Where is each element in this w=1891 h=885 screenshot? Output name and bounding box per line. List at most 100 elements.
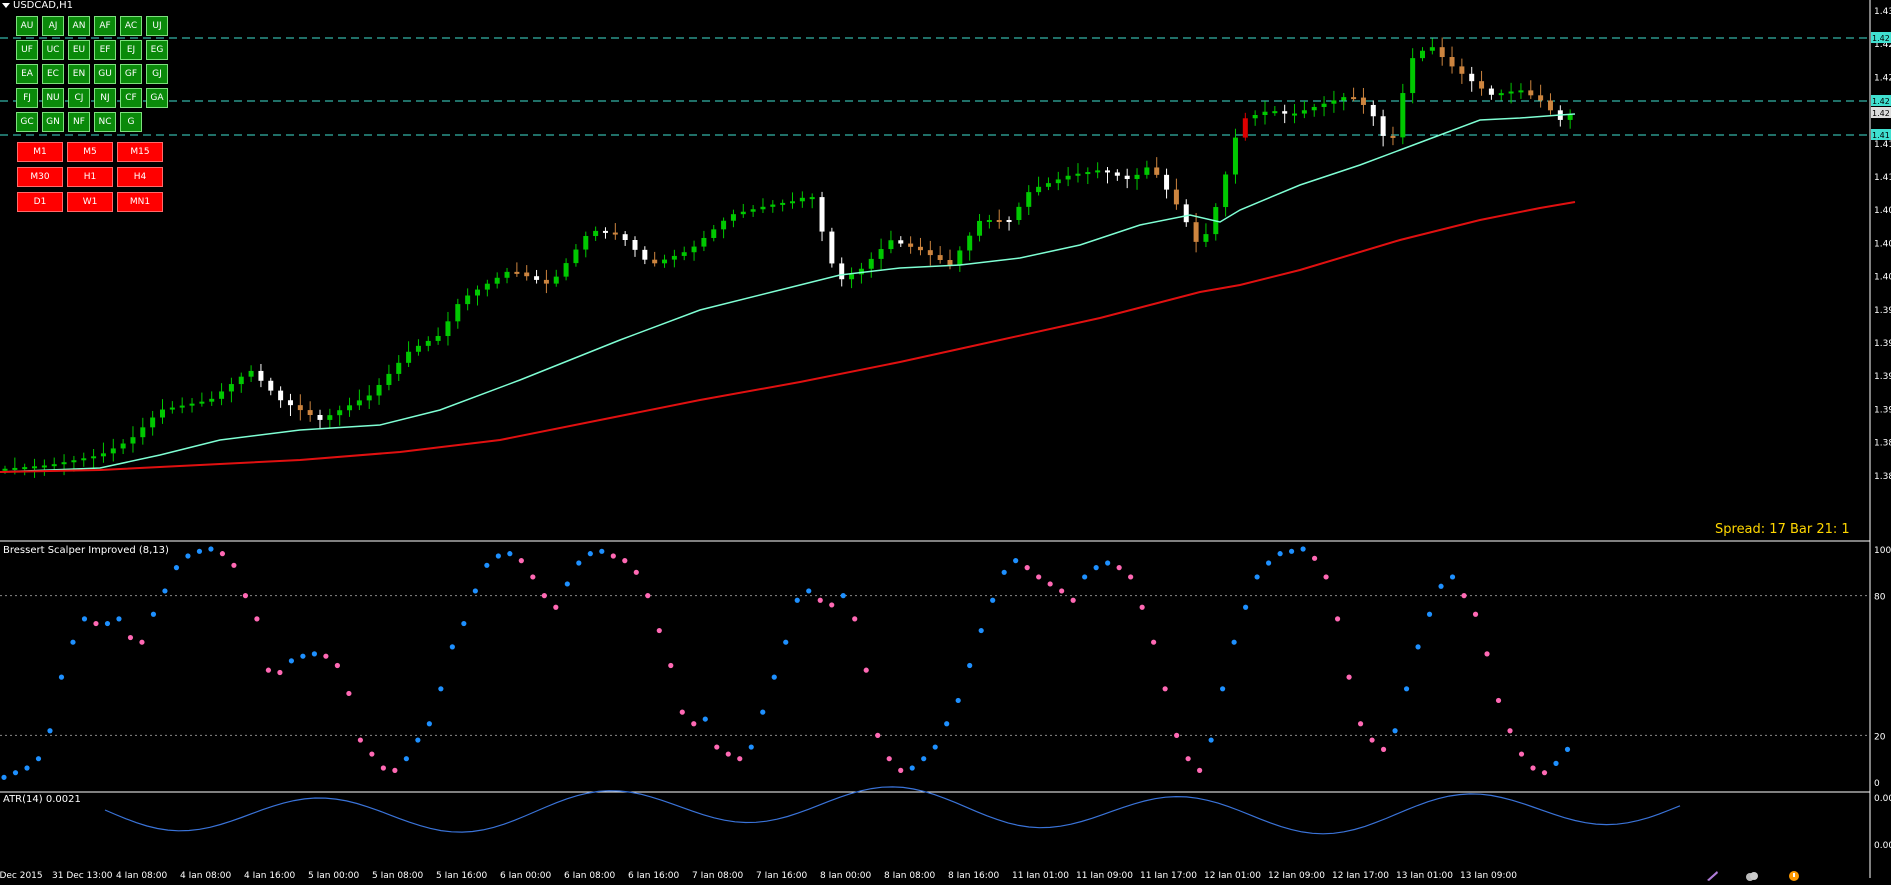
candle-body: [1016, 206, 1022, 220]
timeframe-button-h1[interactable]: H1: [67, 167, 113, 187]
symbol-button-en[interactable]: EN: [68, 64, 90, 84]
oscillator-dot: [541, 593, 547, 599]
time-axis-label: 4 Jan 08:00: [180, 871, 232, 878]
candle-body: [475, 289, 480, 296]
timeframe-button-h4[interactable]: H4: [117, 167, 163, 187]
oscillator-dot: [1507, 728, 1513, 734]
symbol-button-gc[interactable]: GC: [16, 112, 38, 132]
candle-body: [1449, 57, 1455, 67]
symbol-button-eu[interactable]: EU: [68, 40, 90, 60]
time-axis-label: 6 Jan 16:00: [628, 871, 680, 878]
oscillator-dot: [1013, 558, 1019, 564]
timeframe-button-m1[interactable]: M1: [17, 142, 63, 162]
symbol-button-uj[interactable]: UJ: [146, 16, 168, 36]
oscillator-axis-label: 20: [1874, 732, 1886, 742]
timeframe-button-mn1[interactable]: MN1: [117, 192, 163, 212]
symbol-button-aj[interactable]: AJ: [42, 16, 64, 36]
candle-body: [465, 295, 471, 305]
candle-body: [307, 410, 313, 415]
candle-body: [790, 201, 795, 204]
candle-body: [435, 336, 441, 341]
symbol-button-nf[interactable]: NF: [68, 112, 90, 132]
time-axis-label: 4 Jan 16:00: [244, 871, 296, 878]
oscillator-dot: [944, 721, 950, 727]
candle-body: [1292, 113, 1298, 116]
symbol-button-nj[interactable]: NJ: [94, 88, 116, 108]
symbol-button-au[interactable]: AU: [16, 16, 38, 36]
candle-body: [110, 448, 116, 454]
candle-body: [809, 197, 815, 200]
oscillator-dot: [1243, 604, 1249, 610]
oscillator-dot: [93, 620, 99, 627]
symbol-button-ga[interactable]: GA: [146, 88, 168, 108]
oscillator-dot: [576, 560, 582, 566]
oscillator-dot: [1300, 546, 1306, 552]
axis-labels-layer: 1.431.421.421.411.411.411.401.401.401.39…: [0, 7, 1891, 878]
time-axis-label: 5 Jan 00:00: [308, 871, 360, 878]
candle-body: [602, 230, 608, 233]
symbol-button-an[interactable]: AN: [68, 16, 90, 36]
pen-icon[interactable]: [1705, 866, 1719, 881]
symbol-button-eg[interactable]: EG: [146, 40, 168, 60]
symbol-button-gu[interactable]: GU: [94, 64, 116, 84]
oscillator-dot: [392, 767, 398, 773]
candle-body: [878, 249, 884, 259]
price-axis-label: 1.42: [1874, 40, 1891, 50]
oscillator-dot: [116, 616, 122, 622]
cloud-icon[interactable]: [1745, 866, 1759, 881]
symbol-button-gj[interactable]: GJ: [146, 64, 168, 84]
price-axis-label: 1.39: [1874, 339, 1891, 349]
oscillator-dot: [1093, 565, 1099, 571]
timeframe-button-m5[interactable]: M5: [67, 142, 113, 162]
oscillator-dot: [1059, 588, 1065, 594]
atr-layer: [104, 786, 1681, 835]
candle-body: [514, 271, 520, 274]
symbol-button-cj[interactable]: CJ: [68, 88, 90, 108]
candle-body: [1242, 118, 1248, 138]
symbol-button-fj[interactable]: FJ: [16, 88, 38, 108]
oscillator-dot: [1047, 581, 1053, 587]
oscillator-dot: [1484, 651, 1490, 657]
symbol-button-gf[interactable]: GF: [120, 64, 142, 84]
candle-body: [642, 249, 648, 260]
chart-title[interactable]: USDCAD,H1: [2, 0, 73, 11]
candle-body: [1429, 47, 1435, 51]
symbol-button-ef[interactable]: EF: [94, 40, 116, 60]
oscillator-dot: [1311, 555, 1318, 561]
candle-body: [347, 405, 353, 411]
symbol-button-ec[interactable]: EC: [42, 64, 64, 84]
symbol-button-g[interactable]: G: [120, 112, 142, 132]
candle-body: [1301, 110, 1307, 114]
timeframe-button-d1[interactable]: D1: [17, 192, 63, 212]
timeframe-button-m30[interactable]: M30: [17, 167, 63, 187]
alert-icon[interactable]: [1787, 866, 1801, 881]
oscillator-dot: [162, 588, 168, 594]
symbol-button-af[interactable]: AF: [94, 16, 116, 36]
candle-body: [1055, 179, 1061, 184]
timeframe-button-w1[interactable]: W1: [67, 192, 113, 212]
timeframe-button-m15[interactable]: M15: [117, 142, 163, 162]
candle-body: [1341, 97, 1347, 101]
candle-body: [494, 277, 500, 284]
symbol-button-ac[interactable]: AC: [120, 16, 142, 36]
oscillator-dot: [518, 558, 524, 564]
atr-axis-label: 0.00: [1874, 794, 1891, 804]
candle-body: [445, 321, 451, 337]
atr-line: [104, 786, 1681, 835]
time-axis-label: 6 Jan 00:00: [500, 871, 552, 878]
symbol-button-uf[interactable]: UF: [16, 40, 38, 60]
time-axis-label: 8 Jan 16:00: [948, 871, 1000, 878]
symbol-button-ea[interactable]: EA: [16, 64, 38, 84]
time-axis-label: 8 Jan 08:00: [884, 871, 936, 878]
price-axis-label: 1.38: [1874, 439, 1891, 449]
oscillator-dot: [369, 751, 375, 757]
symbol-button-uc[interactable]: UC: [42, 40, 64, 60]
symbol-button-cf[interactable]: CF: [120, 88, 142, 108]
oscillator-axis-label: 0: [1874, 779, 1880, 789]
symbol-button-nu[interactable]: NU: [42, 88, 64, 108]
symbol-button-ej[interactable]: EJ: [120, 40, 142, 60]
symbol-button-gn[interactable]: GN: [42, 112, 64, 132]
candle-body: [1223, 174, 1229, 208]
symbol-button-nc[interactable]: NC: [94, 112, 116, 132]
oscillator-dot: [955, 697, 961, 704]
